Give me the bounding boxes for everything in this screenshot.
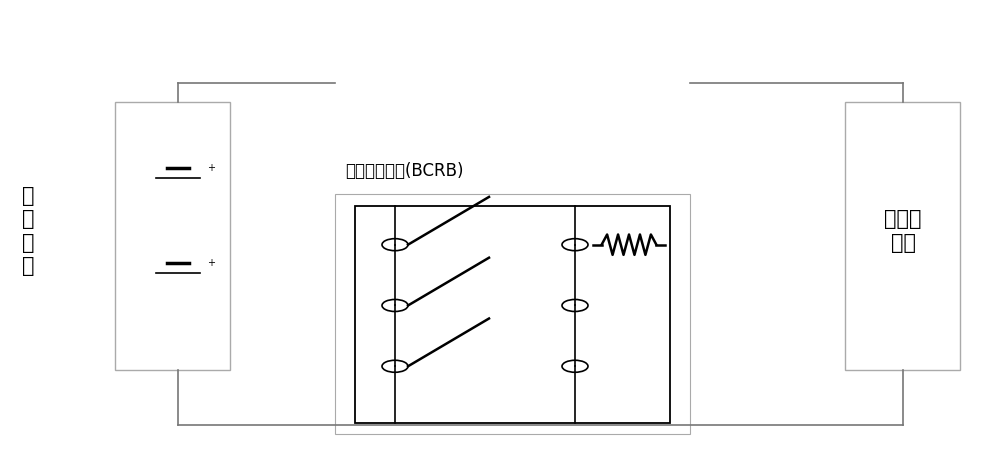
Text: +: + [207,258,215,268]
Text: 蓄
电
池
组: 蓄 电 池 组 [22,186,34,276]
Text: 继电器连接盒(BCRB): 继电器连接盒(BCRB) [345,162,464,180]
Text: 电源控
制器: 电源控 制器 [884,209,922,253]
Text: +: + [207,163,215,173]
